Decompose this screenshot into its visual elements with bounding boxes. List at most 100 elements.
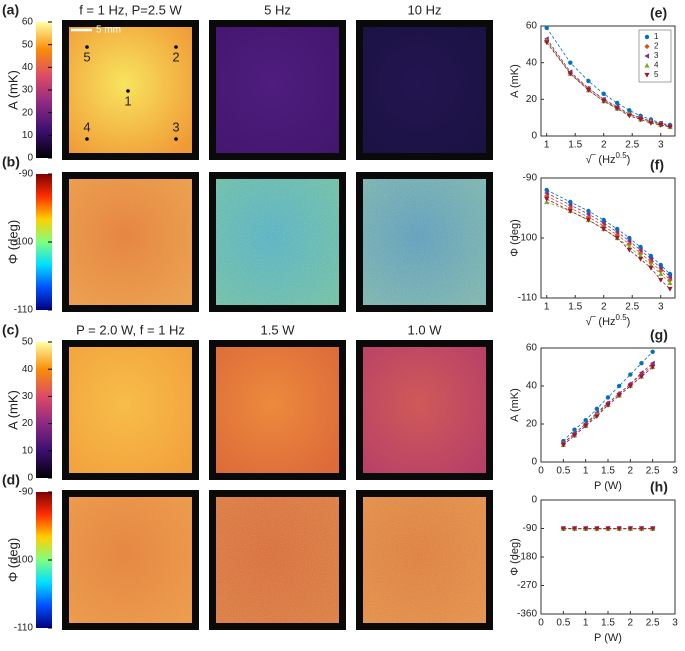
image-noise xyxy=(69,179,192,305)
legend-marker xyxy=(644,34,650,40)
colorbar-tick-label: 50 xyxy=(22,337,34,348)
x-axis-label-part: P (W) xyxy=(594,632,622,644)
panel-label: (a) xyxy=(2,2,19,18)
colorbar-tick-label: 20 xyxy=(22,418,34,429)
image-noise xyxy=(363,179,486,305)
thermal-image xyxy=(216,27,339,153)
marker xyxy=(594,414,600,419)
marker xyxy=(601,99,607,104)
x-tick-label: 3 xyxy=(672,466,678,477)
x-axis-label-part: √‾ (Hz xyxy=(586,154,616,166)
y-tick-label: 60 xyxy=(526,343,538,354)
colorbar-tick-label: -110 xyxy=(14,623,34,634)
point-label: 1 xyxy=(124,93,131,108)
x-tick-label: 0 xyxy=(538,466,544,477)
image-noise xyxy=(69,497,192,623)
thermal-image xyxy=(69,347,192,473)
marker xyxy=(567,208,573,214)
y-tick-label: -180 xyxy=(517,552,537,563)
panel-title: P = 2.0 W, f = 1 Hz xyxy=(76,322,185,337)
colorbar-label: A (mK) xyxy=(5,70,20,110)
series-line xyxy=(546,38,671,128)
y-axis-label: A (mK) xyxy=(509,388,521,422)
marker xyxy=(658,265,663,271)
x-axis-label-part: √‾ (Hz xyxy=(586,316,616,328)
series-line xyxy=(546,201,671,284)
marker xyxy=(628,372,633,377)
marker xyxy=(626,244,632,250)
y-tick-label: 0 xyxy=(531,495,537,506)
marker xyxy=(572,427,577,432)
y-tick-label: -100 xyxy=(517,233,537,244)
marker xyxy=(648,265,654,271)
marker xyxy=(586,78,591,84)
marker xyxy=(544,190,549,196)
x-tick-label: 1 xyxy=(583,466,589,477)
marker xyxy=(667,274,673,280)
colorbar-tick-label: -100 xyxy=(13,237,33,248)
marker xyxy=(568,60,573,65)
marker xyxy=(616,393,622,399)
marker xyxy=(571,433,578,438)
y-axis-label: A (mK) xyxy=(509,64,521,98)
thermal-image xyxy=(69,27,192,153)
series-line xyxy=(546,189,671,275)
plot-area xyxy=(540,499,676,615)
colorbar-tick-label: 10 xyxy=(22,130,34,141)
y-tick-label: -90 xyxy=(523,173,538,184)
legend-label: 4 xyxy=(654,61,659,70)
point xyxy=(174,45,178,49)
y-tick-label: -110 xyxy=(518,293,538,304)
colorbar-tick-label: 40 xyxy=(22,62,34,73)
point-label: 4 xyxy=(83,119,90,134)
colorbar-label: Φ (deg) xyxy=(5,538,20,582)
x-tick-label: 2.5 xyxy=(646,618,660,629)
series-line xyxy=(546,27,671,126)
marker xyxy=(585,88,592,93)
colorbar-tick-label: 20 xyxy=(22,107,34,118)
x-axis-label-part: ) xyxy=(627,154,631,166)
x-tick-label: 3 xyxy=(672,618,678,629)
marker xyxy=(544,25,549,31)
marker xyxy=(626,241,632,247)
marker xyxy=(605,395,611,400)
point xyxy=(126,89,130,93)
point xyxy=(85,45,89,49)
point xyxy=(174,137,178,141)
marker xyxy=(648,259,654,265)
series-line xyxy=(546,195,671,281)
marker xyxy=(650,526,656,532)
marker xyxy=(638,526,645,532)
marker xyxy=(614,106,620,112)
marker xyxy=(627,383,633,389)
plot-area xyxy=(540,25,676,137)
y-tick-label: 40 xyxy=(526,57,538,68)
y-tick-label: -270 xyxy=(517,580,537,591)
x-axis-label: P (W) xyxy=(594,480,622,492)
marker xyxy=(638,370,644,376)
x-tick-label: 2.5 xyxy=(646,466,660,477)
marker xyxy=(667,286,673,292)
marker xyxy=(637,247,643,253)
legend-label: 5 xyxy=(654,70,659,79)
marker xyxy=(567,202,573,208)
colorbar-tick-label: 30 xyxy=(22,391,34,402)
panel-title: f = 1 Hz, P=2.5 W xyxy=(79,2,182,17)
x-axis-label: P (W) xyxy=(594,632,622,644)
legend-label: 1 xyxy=(654,32,659,41)
marker xyxy=(585,217,592,223)
marker xyxy=(605,402,611,408)
marker xyxy=(616,526,622,532)
marker xyxy=(648,256,654,262)
panel-title: 1.0 W xyxy=(408,322,443,337)
y-tick-label: 0 xyxy=(531,131,537,142)
x-axis-label-part: ) xyxy=(627,316,631,328)
marker xyxy=(601,91,606,97)
panel-title: 5 Hz xyxy=(264,2,291,17)
colorbar-tick-label: -90 xyxy=(19,169,34,180)
x-tick-label: 1.5 xyxy=(568,302,582,313)
x-tick-label: 2 xyxy=(601,302,607,313)
y-tick-label: -360 xyxy=(517,609,537,620)
marker xyxy=(594,406,600,411)
